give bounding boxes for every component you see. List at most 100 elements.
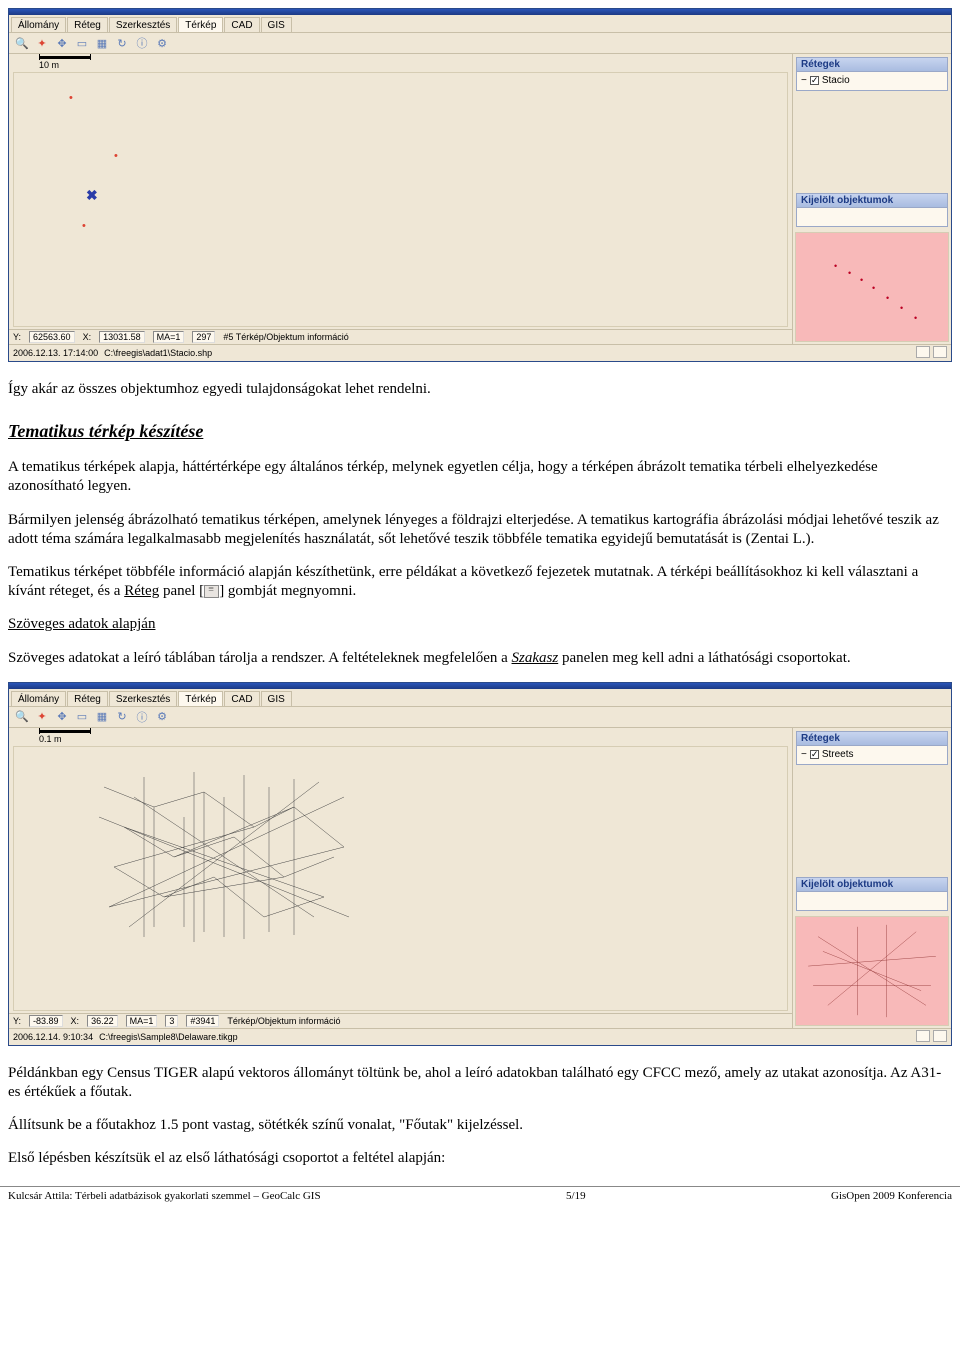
menu-cad[interactable]: CAD	[224, 691, 259, 706]
paragraph: A tematikus térképek alapja, háttértérké…	[8, 458, 952, 496]
refresh-icon[interactable]: ↻	[115, 36, 129, 50]
overview-point: •	[872, 283, 875, 293]
scale-label: 0.1 m	[39, 734, 62, 744]
selected-panel: Kijelölt objektumok	[796, 193, 948, 227]
menu-cad[interactable]: CAD	[224, 17, 259, 32]
map-column: 0.1 m Y: -83.89 X: 36.22 MA=1 3 #3941 Té…	[9, 728, 793, 1028]
count-value: 3	[165, 1015, 178, 1027]
selected-panel-header: Kijelölt objektumok	[797, 878, 947, 892]
tree-toggle-icon[interactable]: −	[801, 749, 807, 760]
zoom-out-icon[interactable]: ✦	[35, 36, 49, 50]
menu-szerkesztes[interactable]: Szerkesztés	[109, 17, 177, 32]
coord-status-row: Y: -83.89 X: 36.22 MA=1 3 #3941 Térkép/O…	[9, 1013, 792, 1028]
layers-panel-header: Rétegek	[797, 58, 947, 72]
menu-reteg[interactable]: Réteg	[67, 691, 108, 706]
refresh-icon[interactable]: ↻	[115, 710, 129, 724]
coord-x-value: 36.22	[87, 1015, 118, 1027]
footer-page-number: 5/19	[321, 1190, 831, 1202]
menu-gis[interactable]: GIS	[261, 17, 292, 32]
info-icon[interactable]: ⓘ	[135, 710, 149, 724]
extent-icon[interactable]: ▭	[75, 710, 89, 724]
paragraph: Így akár az összes objektumhoz egyedi tu…	[8, 380, 952, 399]
overview-map[interactable]: • • • • • • •	[795, 232, 949, 342]
underlined-term: Szakasz	[512, 650, 559, 666]
zoom-in-icon[interactable]: 🔍	[15, 36, 29, 50]
document-body: Így akár az összes objektumhoz egyedi tu…	[8, 380, 952, 668]
zoom-out-icon[interactable]: ✦	[35, 710, 49, 724]
workspace: 10 m • • ✖ • Y: 62563.60 X: 13031.58 MA=…	[9, 54, 951, 344]
status-btn-2[interactable]	[933, 1030, 947, 1042]
layer-visibility-checkbox[interactable]	[810, 750, 819, 759]
ma-value: MA=1	[153, 331, 185, 343]
info-mode-label: Térkép/Objektum információ	[227, 1016, 340, 1026]
workspace: 0.1 m Y: -83.89 X: 36.22 MA=1 3 #3941 Té…	[9, 728, 951, 1028]
ma-value: MA=1	[126, 1015, 158, 1027]
overview-map[interactable]	[795, 916, 949, 1026]
paragraph: Első lépésben készítsük el az első látha…	[8, 1149, 952, 1168]
section-heading: Tematikus térkép készítése	[8, 421, 952, 442]
extent-icon[interactable]: ▭	[75, 36, 89, 50]
layers-icon[interactable]: ▦	[95, 36, 109, 50]
menu-szerkesztes[interactable]: Szerkesztés	[109, 691, 177, 706]
status-file-path: C:\freegis\Sample8\Delaware.tikgp	[99, 1032, 238, 1042]
menu-terkep[interactable]: Térkép	[178, 691, 223, 706]
layer-row[interactable]: − Streets	[801, 749, 943, 760]
underlined-term: Szöveges adatok alapján	[8, 616, 155, 632]
status-btn-2[interactable]	[933, 346, 947, 358]
overview-point: •	[914, 313, 917, 323]
zoom-in-icon[interactable]: 🔍	[15, 710, 29, 724]
menu-gis[interactable]: GIS	[261, 691, 292, 706]
toolbar: 🔍 ✦ ✥ ▭ ▦ ↻ ⓘ ⚙	[9, 707, 951, 728]
layers-panel: Rétegek − Stacio	[796, 57, 948, 91]
layers-panel-header: Rétegek	[797, 732, 947, 746]
menubar: Állomány Réteg Szerkesztés Térkép CAD GI…	[9, 689, 951, 707]
map-canvas[interactable]: • • ✖ •	[13, 72, 788, 327]
subsection-heading: Szöveges adatok alapján	[8, 615, 952, 634]
pan-icon[interactable]: ✥	[55, 36, 69, 50]
street-network-icon	[94, 767, 354, 947]
menu-allomany[interactable]: Állomány	[11, 691, 66, 706]
object-count: 297	[192, 331, 215, 343]
coord-x-label: X:	[83, 332, 92, 342]
coord-x-value: 13031.58	[99, 331, 145, 343]
coord-y-value: -83.89	[29, 1015, 63, 1027]
page-footer: Kulcsár Attila: Térbeli adatbázisok gyak…	[0, 1186, 960, 1212]
map-point: •	[82, 221, 86, 232]
coord-y-label: Y:	[13, 332, 21, 342]
map-point: •	[69, 93, 73, 104]
menu-terkep[interactable]: Térkép	[178, 17, 223, 32]
status-btn-1[interactable]	[916, 1030, 930, 1042]
menu-reteg[interactable]: Réteg	[67, 17, 108, 32]
footer-author: Kulcsár Attila: Térbeli adatbázisok gyak…	[8, 1190, 321, 1202]
overview-point: •	[886, 293, 889, 303]
status-btn-1[interactable]	[916, 346, 930, 358]
tree-toggle-icon[interactable]: −	[801, 75, 807, 86]
status-bar: 2006.12.14. 9:10:34 C:\freegis\Sample8\D…	[9, 1028, 951, 1045]
layer-row[interactable]: − Stacio	[801, 75, 943, 86]
text-run: ] gombját megnyomni.	[219, 583, 356, 599]
settings-icon[interactable]: ⚙	[155, 710, 169, 724]
layers-icon[interactable]: ▦	[95, 710, 109, 724]
menu-allomany[interactable]: Állomány	[11, 17, 66, 32]
side-column: Rétegek − Stacio Kijelölt objektumok • •…	[793, 54, 951, 344]
info-mode-label: #5 Térkép/Objektum információ	[223, 332, 348, 342]
gis-app-window-1: Állomány Réteg Szerkesztés Térkép CAD GI…	[8, 8, 952, 362]
selected-panel-header: Kijelölt objektumok	[797, 194, 947, 208]
info-icon[interactable]: ⓘ	[135, 36, 149, 50]
status-bar: 2006.12.13. 17:14:00 C:\freegis\adat1\St…	[9, 344, 951, 361]
pan-icon[interactable]: ✥	[55, 710, 69, 724]
status-time: 2006.12.13. 17:14:00	[13, 348, 98, 358]
text-run: panel [	[159, 583, 204, 599]
scale-label: 10 m	[39, 60, 59, 70]
paragraph: Példánkban egy Census TIGER alapú vektor…	[8, 1064, 952, 1102]
coord-x-label: X:	[71, 1016, 80, 1026]
layer-visibility-checkbox[interactable]	[810, 76, 819, 85]
settings-icon[interactable]: ⚙	[155, 36, 169, 50]
layer-name-label: Stacio	[822, 75, 850, 86]
overview-point: •	[900, 303, 903, 313]
gis-app-window-2: Állomány Réteg Szerkesztés Térkép CAD GI…	[8, 682, 952, 1046]
menubar: Állomány Réteg Szerkesztés Térkép CAD GI…	[9, 15, 951, 33]
map-canvas[interactable]	[13, 746, 788, 1011]
scalebar: 0.1 m	[9, 728, 792, 744]
toolbar: 🔍 ✦ ✥ ▭ ▦ ↻ ⓘ ⚙	[9, 33, 951, 54]
